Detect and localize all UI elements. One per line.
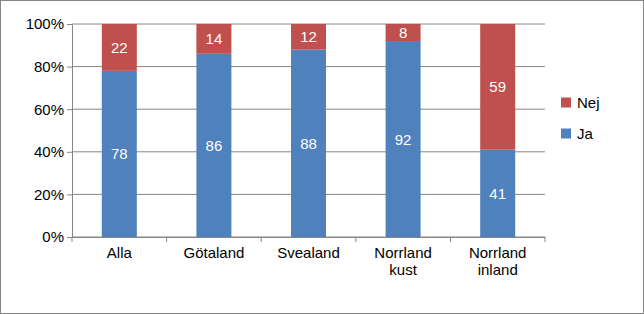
y-tick-label: 80% xyxy=(34,58,64,75)
data-label: 86 xyxy=(206,137,223,154)
legend-label: Ja xyxy=(577,125,594,142)
x-tick: Norrlandinland xyxy=(469,237,527,278)
y-tick: 20% xyxy=(34,186,72,203)
bars xyxy=(102,24,515,237)
data-label: 41 xyxy=(489,185,506,202)
y-tick: 40% xyxy=(34,143,72,160)
x-tick-label: Norrlandinland xyxy=(469,244,527,278)
bar-segment xyxy=(386,24,421,41)
y-tick-mark xyxy=(67,194,72,195)
bar-segment xyxy=(196,24,231,54)
bar-segment xyxy=(291,50,326,237)
plot: 78 86 88 92 41 22 14 12 8 59 0% 20% 40% 60% 80% 100% All… xyxy=(26,15,546,278)
y-tick: 80% xyxy=(34,58,72,75)
legend: Nej Ja xyxy=(561,94,600,142)
bar-segment xyxy=(480,24,515,150)
y-tick-label: 20% xyxy=(34,186,64,203)
bar-segment xyxy=(480,150,515,237)
category-separator xyxy=(450,237,451,242)
y-tick-mark xyxy=(67,152,72,153)
x-tick: Alla xyxy=(107,237,133,261)
chart-border xyxy=(1,1,644,314)
legend-swatch xyxy=(561,98,571,108)
data-label: 88 xyxy=(300,135,317,152)
y-tick-label: 40% xyxy=(34,143,64,160)
bar-segment xyxy=(291,24,326,50)
y-tick: 100% xyxy=(26,15,72,32)
x-tick: Norrlandkust xyxy=(374,237,432,278)
legend-swatch xyxy=(561,129,571,139)
legend-item: Ja xyxy=(561,125,594,142)
x-axis-line xyxy=(73,237,546,238)
data-labels: 78 86 88 92 41 22 14 12 8 59 xyxy=(111,24,506,202)
y-axis: 0% 20% 40% 60% 80% 100% xyxy=(26,15,73,245)
legend-label: Nej xyxy=(577,94,600,111)
legend-item: Nej xyxy=(561,94,600,111)
chart: 78 86 88 92 41 22 14 12 8 59 0% 20% 40% 60% 80% 100% All… xyxy=(0,0,644,314)
y-tick: 0% xyxy=(42,228,72,245)
y-tick-label: 0% xyxy=(42,228,64,245)
x-tick: Götaland xyxy=(183,237,244,261)
y-tick-mark xyxy=(67,67,72,68)
x-tick-label: Svealand xyxy=(277,244,340,261)
category-separator xyxy=(355,237,356,242)
bar-segment xyxy=(102,24,137,71)
y-tick-mark xyxy=(67,24,72,25)
data-label: 14 xyxy=(206,30,223,47)
grid xyxy=(72,24,545,237)
category-separator xyxy=(545,237,546,242)
x-tick-label: Norrlandkust xyxy=(374,244,432,278)
category-separator xyxy=(166,237,167,242)
x-axis: Alla Götaland Svealand Norrlandkust Norrland… xyxy=(72,237,546,278)
y-tick-label: 60% xyxy=(34,101,64,118)
data-label: 59 xyxy=(489,78,506,95)
y-tick-label: 100% xyxy=(26,15,64,32)
bar-segment xyxy=(102,71,137,237)
bar-segment xyxy=(386,41,421,237)
data-label: 92 xyxy=(395,131,412,148)
y-tick: 60% xyxy=(34,101,72,118)
data-label: 22 xyxy=(111,39,128,56)
category-separator xyxy=(72,237,73,242)
x-tick: Svealand xyxy=(277,237,340,261)
category-separator xyxy=(261,237,262,242)
data-label: 78 xyxy=(111,145,128,162)
x-tick-label: Alla xyxy=(107,244,133,261)
x-tick-label: Götaland xyxy=(183,244,244,261)
y-axis-line xyxy=(67,25,73,238)
data-label: 12 xyxy=(300,28,317,45)
y-tick-mark xyxy=(67,109,72,110)
y-tick-mark xyxy=(67,237,72,238)
data-label: 8 xyxy=(399,24,407,41)
bar-segment xyxy=(196,54,231,237)
